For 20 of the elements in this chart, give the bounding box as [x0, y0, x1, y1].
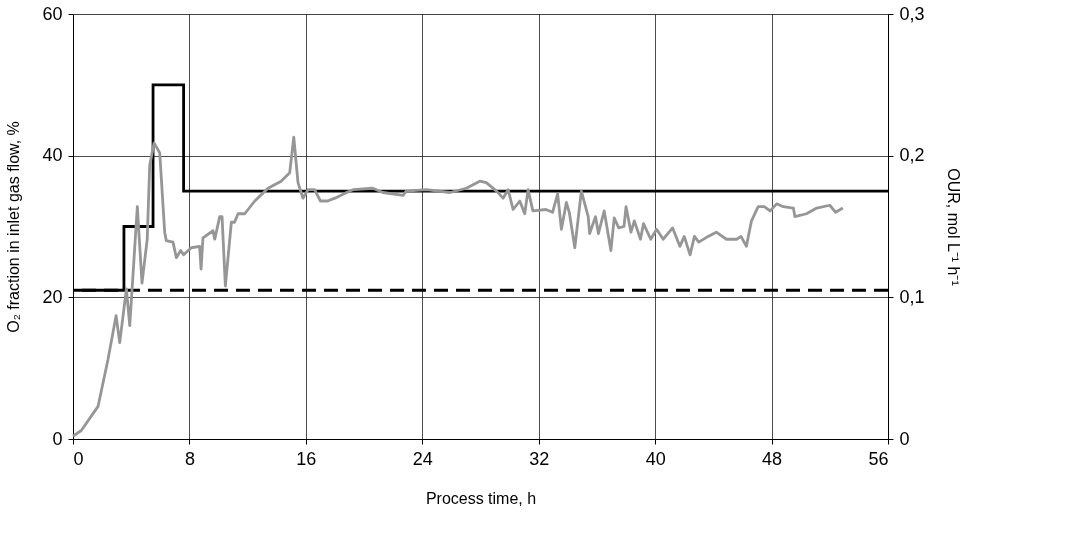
y-tick-label: 60	[42, 3, 63, 24]
x-tick-label: 16	[296, 448, 317, 469]
line-series	[71, 135, 845, 438]
y2-axis-title: OUR, mol L⁻¹ h⁻¹	[944, 168, 962, 286]
y2-tick-label: 0,2	[899, 145, 925, 166]
y-tick-label: 20	[42, 286, 63, 307]
x-tick-label: 48	[762, 448, 783, 469]
x-tick-label: 8	[184, 448, 195, 469]
x-tick-label: 40	[645, 448, 666, 469]
y2-tick-label: 0,1	[899, 286, 925, 307]
x-tick-label: 56	[868, 448, 889, 469]
y2-tick-label: 0	[899, 428, 910, 449]
x-axis-title: Process time, h	[425, 489, 537, 507]
y2-tick-label: 0,3	[899, 3, 925, 24]
x-tick-label: 32	[529, 448, 550, 469]
y-tick-label: 0	[52, 428, 63, 449]
y-axis-title: O₂ fraction in inlet gas flow, %	[5, 121, 23, 333]
x-tick-label: 0	[73, 448, 84, 469]
y-tick-label: 40	[42, 145, 63, 166]
x-tick-label: 24	[412, 448, 433, 469]
